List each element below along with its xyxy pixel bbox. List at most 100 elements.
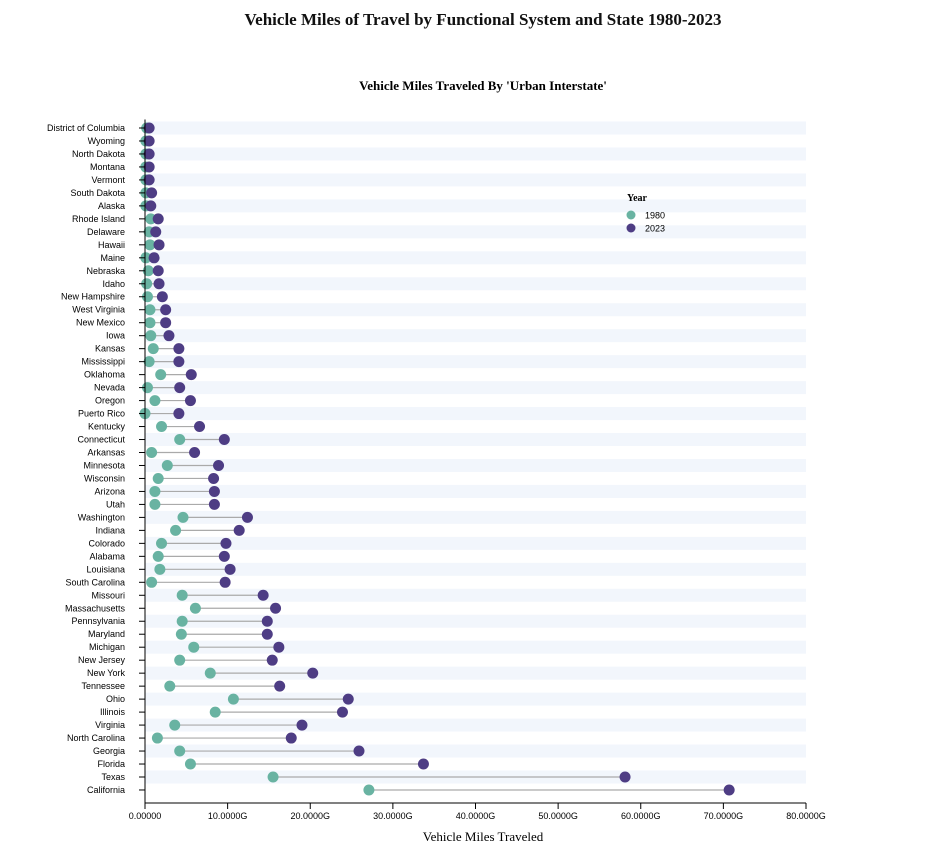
point-1980: [149, 485, 161, 497]
point-2023: [150, 226, 162, 238]
point-1980: [174, 434, 186, 446]
y-tick-label: Florida: [97, 759, 125, 769]
y-tick-label: Iowa: [106, 331, 125, 341]
point-2023: [307, 667, 319, 679]
point-1980: [164, 680, 176, 692]
y-tick-label: Alabama: [89, 551, 125, 561]
row-bands: [145, 121, 806, 784]
y-tick-label: Massachusetts: [65, 603, 126, 613]
point-2023: [173, 356, 185, 368]
point-1980: [204, 667, 216, 679]
point-2023: [296, 719, 308, 731]
point-1980: [174, 745, 186, 757]
point-2023: [723, 784, 735, 796]
point-2023: [163, 330, 175, 342]
point-1980: [151, 732, 163, 744]
y-tick-label: New Hampshire: [61, 292, 125, 302]
point-1980: [143, 356, 155, 368]
x-tick-label: 80.0000G: [786, 811, 826, 821]
y-tick-label: California: [87, 785, 125, 795]
plot-area: [139, 122, 735, 796]
point-1980: [146, 447, 158, 458]
x-tick-label: 10.0000G: [208, 811, 248, 821]
x-tick-label: 20.0000G: [290, 811, 330, 821]
y-tick-label: Nevada: [94, 383, 125, 393]
y-tick-label: Hawaii: [98, 240, 125, 250]
legend-title: Year: [627, 193, 648, 204]
point-2023: [353, 745, 365, 757]
legend-swatch-2023: [626, 223, 636, 233]
point-1980: [184, 758, 196, 770]
point-1980: [141, 278, 153, 290]
point-2023: [208, 472, 220, 484]
point-2023: [220, 537, 232, 549]
row-band: [145, 251, 806, 265]
point-1980: [142, 265, 154, 277]
point-2023: [145, 200, 157, 212]
point-1980: [176, 615, 188, 627]
point-2023: [148, 252, 160, 264]
point-2023: [152, 265, 164, 277]
row-band: [145, 407, 806, 421]
point-1980: [156, 421, 168, 433]
point-1980: [146, 576, 158, 588]
point-2023: [146, 187, 158, 199]
y-tick-label: Washington: [78, 512, 125, 522]
point-2023: [233, 524, 245, 536]
point-1980: [188, 641, 200, 653]
y-tick-label: Arkansas: [87, 448, 125, 458]
y-tick-label: Montana: [90, 162, 125, 172]
y-tick-label: Michigan: [89, 642, 125, 652]
y-tick-label: Delaware: [87, 227, 125, 237]
row-band: [145, 484, 806, 498]
point-2023: [160, 317, 172, 329]
x-tick-label: 60.0000G: [621, 811, 661, 821]
y-tick-label: North Dakota: [72, 149, 125, 159]
y-tick-label: Oregon: [95, 396, 125, 406]
row-band: [145, 640, 806, 654]
y-tick-label: New York: [87, 668, 126, 678]
point-2023: [342, 693, 354, 705]
y-tick-label: Vermont: [91, 175, 125, 185]
point-2023: [218, 434, 230, 446]
y-tick-label: Kansas: [95, 344, 126, 354]
row-band: [145, 614, 806, 628]
y-tick-label: Kentucky: [88, 422, 126, 432]
point-1980: [145, 330, 157, 342]
row-band: [145, 536, 806, 550]
point-2023: [208, 498, 220, 510]
point-1980: [152, 550, 164, 562]
row-band: [145, 303, 806, 317]
point-2023: [417, 758, 429, 770]
y-tick-label: Ohio: [106, 694, 125, 704]
point-2023: [174, 382, 186, 394]
point-2023: [143, 122, 155, 134]
y-tick-label: Mississippi: [81, 357, 125, 367]
y-tick-label: Maine: [100, 253, 125, 263]
row-band: [145, 433, 806, 447]
point-1980: [156, 537, 168, 549]
row-band: [145, 381, 806, 395]
point-2023: [153, 278, 165, 290]
point-1980: [161, 459, 173, 471]
point-1980: [147, 343, 159, 355]
y-tick-label: North Carolina: [67, 733, 125, 743]
y-tick-label: Utah: [106, 499, 125, 509]
point-1980: [363, 784, 375, 796]
row-band: [145, 147, 806, 161]
y-tick-label: New Jersey: [78, 655, 126, 665]
point-1980: [175, 628, 187, 640]
point-2023: [173, 408, 185, 420]
page-title: Vehicle Miles of Travel by Functional Sy…: [244, 10, 722, 29]
point-2023: [208, 485, 220, 497]
point-2023: [241, 511, 253, 523]
point-1980: [144, 304, 156, 316]
y-tick-label: Arizona: [94, 486, 125, 496]
row-band: [145, 225, 806, 239]
y-tick-label: Rhode Island: [72, 214, 125, 224]
row-band: [145, 277, 806, 291]
row-band: [145, 458, 806, 472]
point-1980: [154, 563, 166, 575]
point-1980: [177, 511, 189, 523]
y-tick-label: Idaho: [102, 279, 125, 289]
